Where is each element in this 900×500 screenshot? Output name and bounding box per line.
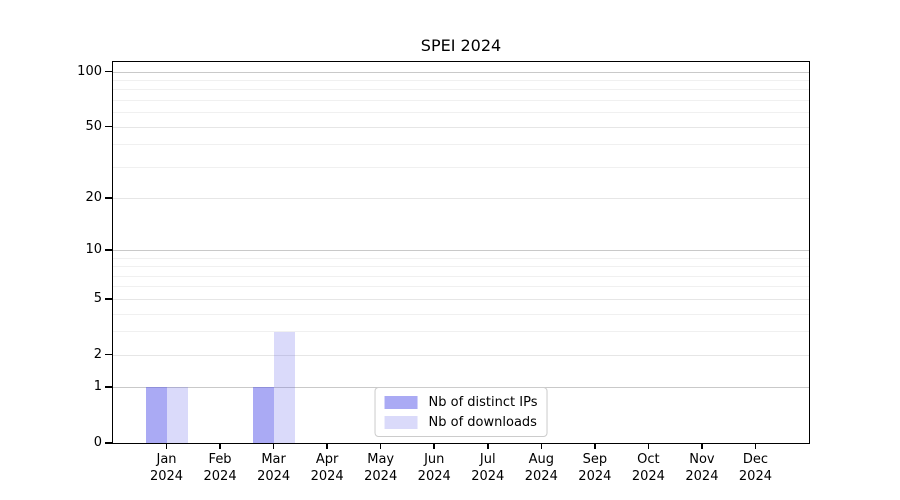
- x-tick-label-jun: Jun 2024: [404, 451, 464, 485]
- x-tick-nov: [701, 443, 703, 449]
- x-tick-month-text: Nov: [689, 452, 715, 467]
- bar-downloads-mar: [273, 331, 295, 443]
- x-tick-label-dec: Dec 2024: [725, 451, 785, 485]
- gridline-mid-20: [113, 198, 809, 200]
- x-tick-month-text: Oct: [637, 452, 660, 467]
- y-tick-label-1: 1: [93, 379, 102, 395]
- x-tick-label-aug: Aug 2024: [511, 451, 571, 485]
- x-tick-label-oct: Oct 2024: [618, 451, 678, 485]
- x-tick-label-jul: Jul 2024: [458, 451, 518, 485]
- legend-label-distinct-ips: Nb of distinct IPs: [428, 394, 538, 410]
- y-tick-10: [105, 249, 112, 251]
- x-tick-sep: [594, 443, 596, 449]
- y-tick-1: [105, 386, 112, 388]
- x-tick-month-text: Dec: [742, 452, 769, 467]
- x-tick-may: [379, 443, 382, 449]
- gridline-minor-40: [113, 144, 809, 146]
- x-tick-year-text: 2024: [364, 469, 398, 484]
- bar-downloads-jan: [166, 387, 188, 443]
- gridline-major-100: [113, 71, 809, 73]
- x-tick-mar: [272, 443, 275, 449]
- gridline-minor-30: [113, 166, 809, 168]
- y-tick-20: [105, 197, 112, 199]
- x-tick-month-text: May: [367, 452, 395, 467]
- legend-item-downloads: Nb of downloads: [384, 414, 538, 430]
- x-tick-month-text: Jun: [424, 452, 445, 467]
- x-tick-year-text: 2024: [417, 469, 451, 484]
- x-tick-year-text: 2024: [631, 469, 665, 484]
- y-tick-2: [105, 353, 112, 356]
- x-tick-aug: [540, 443, 543, 449]
- y-tick-label-2: 2: [93, 346, 102, 362]
- x-tick-month-text: Jul: [479, 452, 496, 467]
- x-tick-month-text: Apr: [315, 452, 339, 467]
- x-tick-year-text: 2024: [524, 469, 558, 484]
- gridline-minor-70: [113, 100, 809, 102]
- gridline-minor-8: [113, 266, 809, 268]
- x-tick-label-jan: Jan 2024: [137, 451, 197, 485]
- x-tick-label-mar: Mar 2024: [244, 451, 304, 485]
- x-tick-label-apr: Apr 2024: [297, 451, 357, 485]
- x-tick-year-text: 2024: [203, 469, 237, 484]
- x-tick-year-text: 2024: [257, 469, 291, 484]
- y-tick-0: [105, 442, 112, 444]
- y-tick-label-10: 10: [85, 242, 102, 258]
- x-tick-dec: [754, 443, 757, 449]
- x-tick-year-text: 2024: [578, 469, 612, 484]
- x-tick-jan: [165, 443, 168, 449]
- gridline-minor-7: [113, 275, 809, 277]
- legend-swatch-downloads: [384, 415, 418, 429]
- y-tick-label-100: 100: [77, 63, 102, 79]
- legend: Nb of distinct IPs Nb of downloads: [374, 387, 548, 437]
- y-tick-label-0: 0: [93, 435, 102, 450]
- x-tick-label-feb: Feb 2024: [190, 451, 250, 485]
- y-tick-5: [105, 298, 112, 300]
- gridline-mid-50: [113, 126, 809, 128]
- x-tick-month-text: Sep: [582, 452, 608, 467]
- x-tick-year-text: 2024: [471, 469, 505, 484]
- gridline-minor-80: [113, 89, 809, 91]
- y-tick-label-20: 20: [85, 190, 102, 206]
- bar-distinct-ips-jan: [145, 387, 167, 443]
- x-tick-jul: [487, 443, 489, 449]
- chart-title: SPEI 2024: [420, 36, 502, 55]
- x-tick-month-text: Mar: [261, 452, 286, 467]
- plot-area: Nb of distinct IPs Nb of downloads: [112, 61, 810, 444]
- x-tick-month-text: Feb: [208, 452, 232, 467]
- x-tick-year-text: 2024: [149, 469, 184, 484]
- x-tick-label-may: May 2024: [351, 451, 411, 485]
- gridline-minor-90: [113, 80, 809, 82]
- bar-distinct-ips-mar: [252, 387, 274, 443]
- x-tick-label-sep: Sep 2024: [565, 451, 625, 485]
- gridline-minor-6: [113, 286, 809, 288]
- legend-label-downloads: Nb of downloads: [428, 414, 537, 430]
- gridline-mid-2: [113, 354, 809, 356]
- x-tick-year-text: 2024: [738, 469, 772, 484]
- gridline-minor-60: [113, 112, 809, 114]
- gridline-mid-5: [113, 298, 809, 300]
- x-tick-feb: [219, 443, 221, 449]
- y-tick-50: [105, 125, 112, 128]
- x-tick-year-text: 2024: [685, 469, 719, 484]
- x-tick-jun: [433, 443, 435, 449]
- x-tick-month-text: Aug: [528, 452, 554, 467]
- y-tick-label-5: 5: [93, 290, 102, 306]
- gridline-minor-4: [113, 313, 809, 315]
- x-tick-oct: [647, 443, 650, 449]
- x-tick-label-nov: Nov 2024: [672, 451, 732, 485]
- legend-swatch-distinct-ips: [384, 395, 418, 409]
- x-tick-year-text: 2024: [310, 469, 344, 484]
- x-tick-month-text: Jan: [156, 452, 177, 467]
- gridline-major-10: [113, 250, 809, 252]
- y-tick-100: [105, 70, 112, 73]
- gridline-minor-9: [113, 257, 809, 259]
- x-tick-apr: [326, 443, 328, 449]
- gridline-minor-3: [113, 331, 809, 333]
- legend-item-distinct-ips: Nb of distinct IPs: [384, 394, 538, 410]
- y-tick-label-50: 50: [85, 118, 102, 134]
